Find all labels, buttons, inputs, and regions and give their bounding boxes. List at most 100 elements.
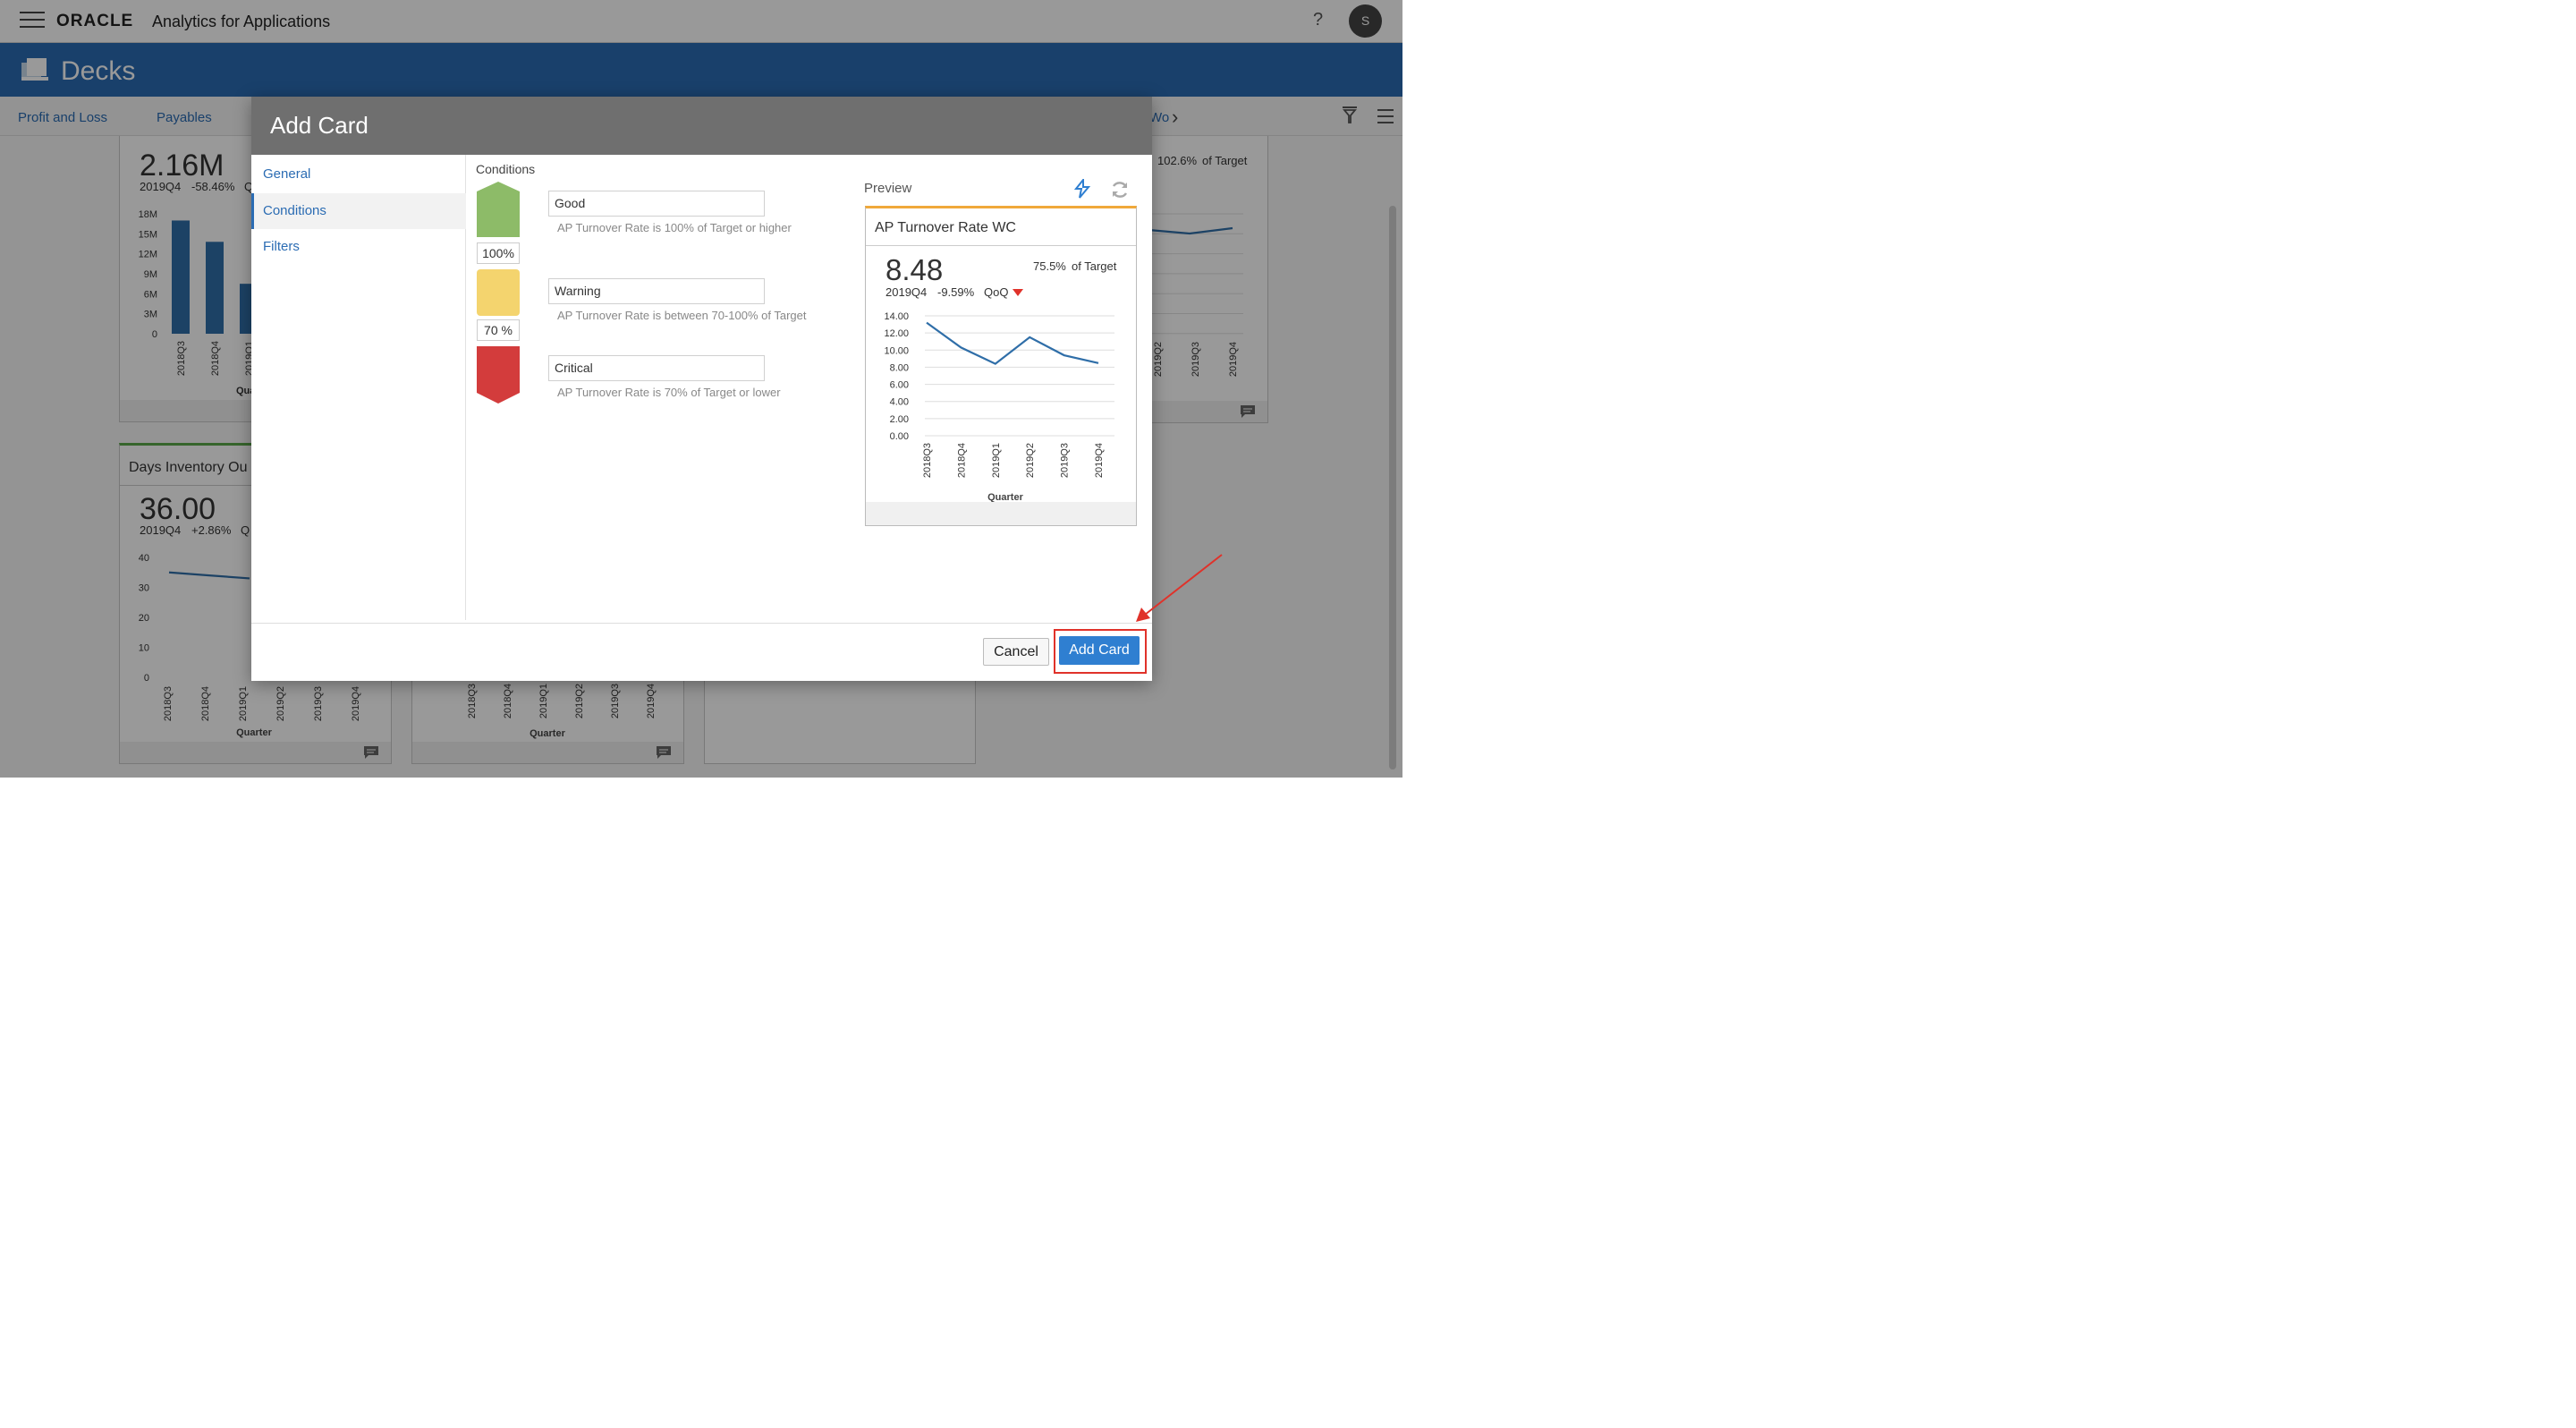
nav-filters[interactable]: Filters (263, 239, 300, 254)
preview-change: -9.59% (937, 285, 975, 299)
page-scrollbar[interactable] (1389, 206, 1396, 769)
x-tick-label: 2018Q3 (922, 443, 933, 478)
warning-threshold-input[interactable]: 70 % (477, 319, 520, 341)
card2-change: +2.86% (191, 523, 232, 537)
x-tick-label: 2019Q2 (1153, 342, 1164, 377)
critical-name-input[interactable]: Critical (548, 355, 765, 381)
filter-icon[interactable] (1342, 106, 1358, 123)
x-axis-label: Quarter (987, 492, 1023, 503)
card3-footer (412, 742, 683, 763)
comment-icon[interactable] (363, 745, 379, 760)
avatar[interactable]: S (1349, 4, 1382, 38)
y-tick-label: 0 (152, 329, 157, 340)
preview-target-label: of Target (1072, 259, 1117, 273)
x-tick-label: 2019Q4 (1228, 342, 1239, 377)
decks-banner: Decks (0, 43, 1402, 97)
x-tick-label: 2019Q3 (313, 686, 324, 721)
y-tick-label: 6M (144, 289, 157, 300)
help-icon[interactable]: ? (1313, 10, 1324, 30)
x-tick-label: 2019Q1 (244, 341, 254, 376)
kpi-card-4[interactable]: 102.6% of Target 2019Q2 2019Q3 2019Q4 (1148, 136, 1268, 423)
card4-line-chart: 2019Q2 2019Q3 2019Q4 (1148, 213, 1243, 377)
x-axis-label: Quarter (236, 727, 272, 738)
x-tick-label: 2018Q3 (176, 341, 187, 376)
warning-name-input[interactable]: Warning (548, 278, 765, 304)
empty-card-slot[interactable] (704, 680, 976, 764)
dialog-header: Add Card (251, 97, 1152, 155)
good-color-swatch[interactable] (476, 181, 521, 238)
y-tick-label: 18M (139, 209, 157, 220)
cancel-button[interactable]: Cancel (983, 638, 1049, 666)
card2-footer (120, 742, 391, 763)
x-tick-label: 2019Q1 (538, 684, 549, 718)
card1-footer (120, 400, 252, 421)
series-line (168, 571, 250, 580)
card4-target-label: of Target (1202, 154, 1248, 167)
comment-icon[interactable] (1240, 404, 1256, 419)
card4-target-pct: 102.6% (1157, 154, 1198, 167)
chevron-right-icon[interactable]: › (1172, 106, 1179, 128)
preview-change-unit: QoQ (984, 285, 1009, 299)
dialog-title: Add Card (270, 112, 369, 139)
decks-icon (21, 58, 48, 81)
card1-x-axis-label: Qua (236, 386, 256, 396)
conditions-heading: Conditions (476, 162, 536, 176)
warning-color-swatch[interactable] (476, 268, 521, 317)
card1-change-suffix: Q (244, 180, 254, 193)
tab-payables[interactable]: Payables (157, 110, 212, 125)
tab-partial[interactable]: Wo (1149, 110, 1170, 125)
refresh-icon[interactable] (1110, 180, 1130, 200)
kpi-card-3[interactable]: 2018Q3 2018Q4 2019Q1 2019Q2 2019Q3 2019Q4 Quar… (411, 680, 684, 764)
x-tick-label: 2019Q2 (1025, 443, 1036, 478)
hamburger-menu-icon[interactable] (20, 12, 45, 28)
preview-value: 8.48 (886, 253, 944, 286)
series-line (1148, 226, 1233, 235)
y-tick-label: 20 (139, 613, 149, 624)
y-tick-label: 12.00 (884, 328, 909, 339)
y-tick-label: 9M (144, 269, 157, 280)
x-tick-label: 2018Q3 (467, 684, 478, 718)
nav-conditions[interactable]: Conditions (251, 193, 466, 229)
x-tick-label: 2019Q4 (351, 686, 361, 721)
card2-line-chart: 40 30 20 10 0 2018Q3 2018Q4 2019Q1 2019Q2 2019Q3 2… (139, 553, 361, 738)
auto-refresh-lightning-icon[interactable] (1073, 179, 1091, 199)
card2-change-suffix: Q (241, 523, 250, 537)
good-name-input[interactable]: Good (548, 191, 765, 217)
card2-period: 2019Q4 (140, 523, 182, 537)
x-tick-label: 2019Q2 (275, 686, 286, 721)
annotation-arrow-icon (1136, 554, 1223, 622)
card1-value: 2.16M (140, 149, 225, 183)
critical-color-swatch[interactable] (476, 345, 521, 404)
preview-target-pct: 75.5% (1033, 259, 1066, 273)
preview-card: AP Turnover Rate WC 8.48 75.5% of Target… (865, 206, 1137, 526)
list-menu-icon[interactable] (1377, 109, 1394, 128)
x-tick-label: 2019Q3 (1060, 443, 1071, 478)
preview-period: 2019Q4 (886, 285, 928, 299)
x-tick-label: 2018Q4 (210, 341, 221, 376)
x-tick-label: 2019Q1 (238, 686, 249, 721)
bar (206, 242, 224, 334)
card3-axis: 2018Q3 2018Q4 2019Q1 2019Q2 2019Q3 2019Q4 Quar… (467, 684, 657, 739)
y-tick-label: 10 (139, 643, 149, 654)
card4-footer (1148, 401, 1267, 422)
nav-general[interactable]: General (263, 166, 311, 182)
y-tick-label: 0 (144, 673, 149, 684)
page-title: Decks (61, 56, 136, 86)
x-tick-label: 2019Q3 (1191, 342, 1201, 377)
y-tick-label: 6.00 (890, 380, 909, 391)
series-line (926, 321, 1099, 365)
comment-icon[interactable] (656, 745, 672, 760)
add-card-button[interactable]: Add Card (1059, 636, 1140, 665)
preview-divider (866, 245, 1136, 246)
x-tick-label: 2019Q3 (610, 684, 621, 718)
add-card-dialog: Add Card General Conditions Filters Cond… (251, 97, 1152, 681)
y-tick-label: 2.00 (890, 414, 909, 425)
preview-line-chart: 14.00 12.00 10.00 8.00 6.00 4.00 2.00 0.00 2018Q… (884, 311, 1114, 503)
y-tick-label: 14.00 (884, 311, 909, 322)
card1-bar-chart: 18M 15M 12M 9M 6M 3M 0 2018Q3 2018Q4 2019Q1 (139, 209, 254, 376)
x-tick-label: 2019Q4 (1094, 443, 1105, 478)
good-threshold-input[interactable]: 100% (477, 242, 520, 264)
dialog-nav: General Conditions Filters (251, 155, 466, 620)
tab-profit-and-loss[interactable]: Profit and Loss (18, 110, 108, 125)
dialog-footer: Cancel Add Card (251, 623, 1152, 681)
